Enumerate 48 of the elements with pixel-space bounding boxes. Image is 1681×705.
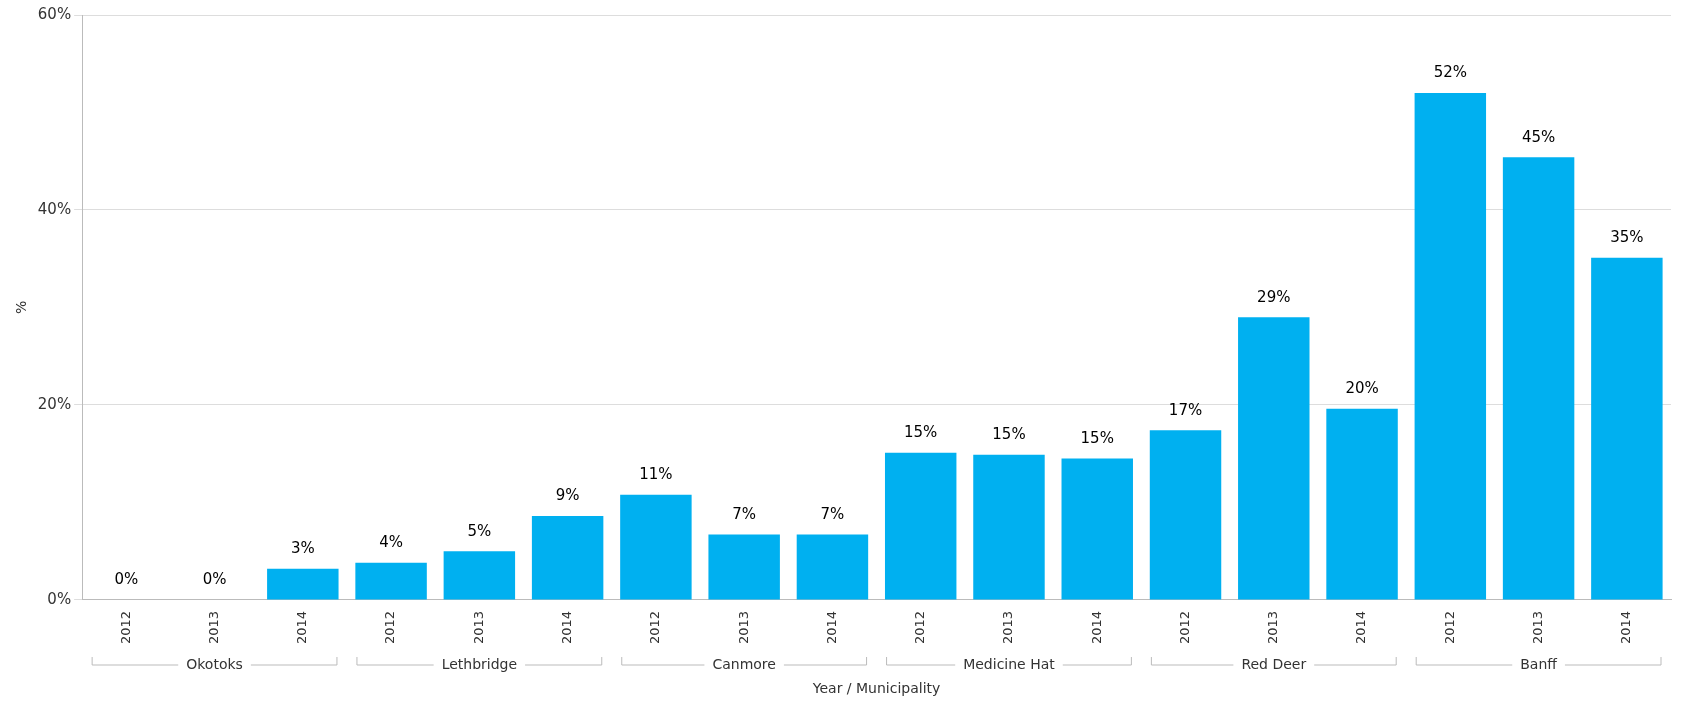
data-label: 20% (1345, 379, 1379, 398)
x-axis-title: Year / Municipality (811, 679, 941, 696)
x-tick-label: 2013 (735, 610, 751, 645)
text: Red Deer (1241, 655, 1307, 672)
text: Medicine Hat (963, 655, 1056, 672)
data-label: 52% (1433, 63, 1467, 82)
x-tick-label: 2012 (1441, 610, 1457, 645)
x-tick-label: 2012 (1176, 610, 1192, 645)
data-label: 7% (732, 504, 757, 523)
data-label: 15% (904, 423, 938, 442)
data-label: 17% (1168, 400, 1203, 419)
x-tick-label: 2014 (823, 610, 839, 645)
x-tick-label: 2013 (470, 610, 486, 645)
data-label: 0% (114, 570, 139, 589)
data-label: 29% (1257, 287, 1291, 306)
y-tick-label: 60% (37, 4, 72, 23)
data-label: 45% (1521, 127, 1556, 146)
data-label: 15% (992, 425, 1026, 444)
x-tick-label: 2013 (1000, 610, 1016, 645)
y-tick-label: 0% (47, 589, 72, 608)
data-label: 35% (1610, 228, 1644, 247)
data-label: 9% (555, 486, 580, 505)
x-tick-label: 2013 (205, 610, 221, 645)
data-label: 7% (820, 504, 845, 523)
data-label: 3% (290, 539, 315, 558)
text: Banff (1520, 655, 1558, 672)
x-tick-label: 2014 (1618, 610, 1634, 645)
data-label: 15% (1080, 428, 1114, 447)
data-label: 5% (467, 521, 492, 540)
y-tick-label: 20% (37, 394, 72, 413)
y-axis-title: % (13, 300, 30, 315)
data-label: 11% (639, 465, 673, 484)
x-tick-label: 2012 (912, 610, 928, 645)
text: Canmore (712, 655, 776, 672)
x-tick-label: 2012 (117, 610, 133, 645)
x-tick-label: 2013 (1265, 610, 1281, 645)
x-tick-label: 2014 (1353, 610, 1369, 645)
x-tick-label: 2014 (294, 610, 310, 645)
text: Lethbridge (441, 655, 518, 672)
x-tick-label: 2012 (647, 610, 663, 645)
x-tick-label: 2013 (1529, 610, 1545, 645)
y-tick-label: 40% (37, 199, 72, 218)
text: Okotoks (186, 655, 243, 672)
data-label: 4% (379, 533, 403, 552)
x-tick-label: 2012 (382, 610, 398, 645)
x-tick-label: 2014 (559, 610, 574, 645)
x-tick-label: 2014 (1088, 610, 1104, 645)
data-label: 0% (202, 570, 227, 589)
